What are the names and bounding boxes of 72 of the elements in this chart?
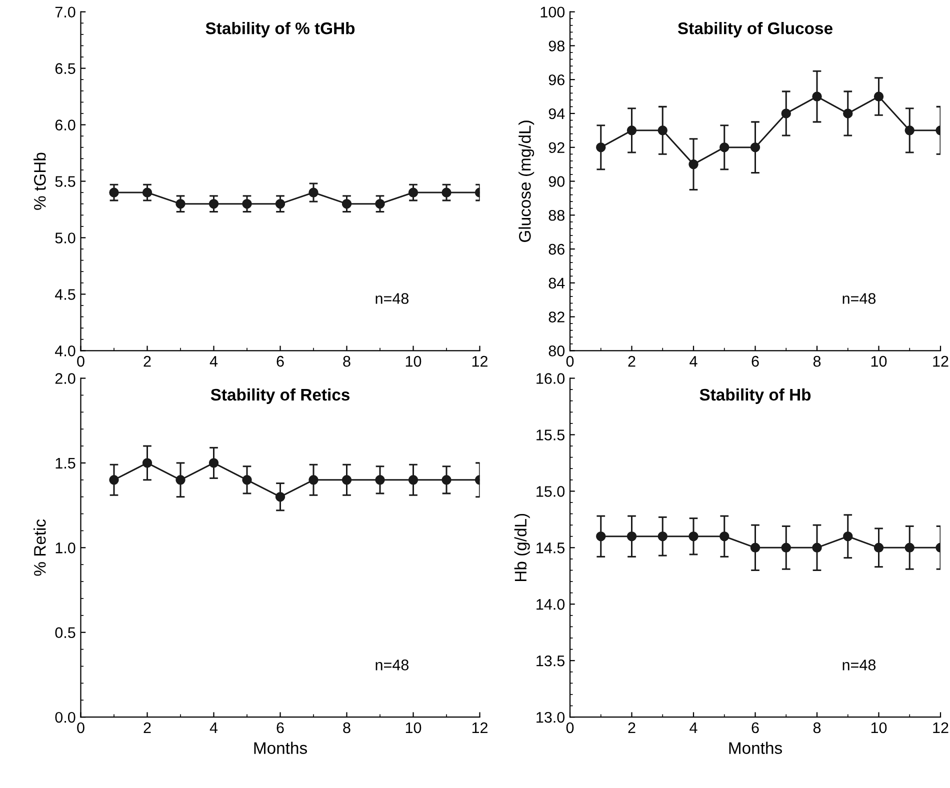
- x-tick-label: 4: [690, 356, 698, 367]
- y-tick-label: 13.5: [536, 655, 564, 666]
- y-tick-label: 90: [548, 176, 565, 187]
- text: Stability of Retics: [210, 388, 350, 404]
- x-tick-label: 0: [566, 356, 574, 367]
- y-tick-label: 80: [548, 346, 565, 356]
- y-tick-label: 100: [540, 6, 565, 18]
- y-tick-label: 1.0: [56, 542, 76, 554]
- y-tick-label: 84: [548, 278, 565, 289]
- x-tick-label: 2: [628, 356, 636, 367]
- x-tick-label: 8: [813, 722, 821, 734]
- y-tick-label: 15.0: [536, 486, 565, 497]
- text: Stability of Hb: [700, 388, 811, 404]
- y-tick-label: 5.5: [55, 176, 76, 187]
- annotation: n=48: [842, 293, 876, 304]
- x-tick-label: 4: [210, 722, 218, 734]
- annotation: n=48: [376, 293, 409, 304]
- x-tick-label: 4: [690, 722, 698, 734]
- y-tick-label: 6.5: [55, 63, 76, 74]
- x-tick-label: 2: [144, 722, 151, 734]
- y-tick-label: 14.0: [536, 599, 565, 610]
- x-tick-label: 10: [406, 356, 422, 367]
- x-tick-label: 8: [343, 356, 350, 367]
- annotation: n=48: [842, 660, 876, 670]
- y-tick-label: 0.0: [55, 712, 76, 723]
- x-tick-label: 6: [276, 356, 284, 367]
- x-tick-label: 4: [210, 356, 218, 367]
- x-tick-label: 12: [933, 356, 948, 367]
- y-tick-label: 7.0: [55, 6, 76, 18]
- x-tick-label: 6: [276, 722, 284, 734]
- x-tick-label: 12: [472, 356, 488, 367]
- y-axis-title: % tGHb: [34, 152, 46, 210]
- x-tick-label: 8: [813, 356, 821, 367]
- x-axis-title: Months: [254, 742, 307, 754]
- y-tick-label: 5.0: [55, 232, 76, 244]
- y-tick-label: 82: [548, 312, 564, 322]
- x-tick-label: 10: [406, 722, 422, 734]
- y-tick-label: 4.0: [55, 346, 76, 356]
- annotation: n=48: [376, 660, 409, 670]
- x-axis-title: Months: [729, 742, 782, 754]
- y-tick-label: 2.0: [55, 373, 76, 384]
- text: Stability of Glucose: [678, 22, 832, 38]
- y-tick-label: 15.5: [536, 430, 564, 440]
- y-tick-label: 4.5: [55, 289, 76, 300]
- y-tick-label: 94: [548, 108, 565, 120]
- x-tick-label: 0: [77, 722, 84, 734]
- y-tick-label: 92: [548, 142, 564, 154]
- x-tick-label: 0: [566, 722, 574, 734]
- y-axis-title: Glucose (mg/dL): [518, 120, 534, 242]
- y-tick-label: 14.5: [536, 542, 564, 554]
- y-tick-label: 96: [548, 74, 564, 86]
- x-tick-label: 10: [871, 722, 887, 734]
- y-tick-label: 98: [548, 40, 564, 52]
- x-tick-label: 2: [144, 356, 151, 367]
- y-axis-title: % Retic: [34, 519, 46, 576]
- x-tick-label: 0: [77, 356, 84, 367]
- y-tick-label: 1.5: [56, 458, 76, 469]
- y-axis-title: Hb (g/dL): [514, 514, 530, 582]
- x-tick-label: 12: [933, 722, 948, 734]
- x-tick-label: 6: [752, 722, 759, 734]
- x-tick-label: 6: [752, 356, 759, 367]
- y-tick-label: 16.0: [536, 373, 565, 384]
- y-tick-label: 13.0: [536, 712, 565, 723]
- y-tick-label: 6.0: [55, 120, 76, 130]
- x-tick-label: 10: [871, 356, 887, 367]
- x-tick-label: 12: [472, 722, 488, 734]
- x-tick-label: 8: [343, 722, 350, 734]
- y-tick-label: 86: [548, 244, 564, 255]
- x-tick-label: 2: [628, 722, 636, 734]
- y-tick-label: 0.5: [55, 627, 76, 638]
- text: Stability of % tGHb: [206, 22, 355, 38]
- y-tick-label: 88: [548, 210, 564, 221]
